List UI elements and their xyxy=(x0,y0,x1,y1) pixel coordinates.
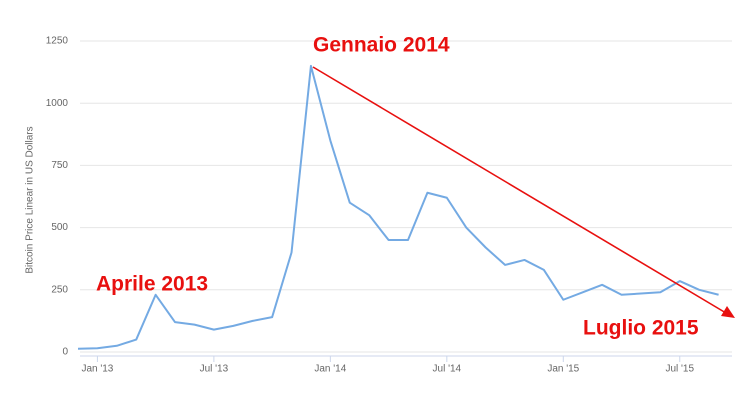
y-tick-label: 500 xyxy=(51,222,68,233)
x-tick-label: Jan '14 xyxy=(314,364,346,375)
trend-arrow xyxy=(312,66,727,314)
x-tick-label: Jul '15 xyxy=(665,364,694,375)
annotation: Luglio 2015 xyxy=(583,317,699,340)
x-tick-label: Jan '13 xyxy=(81,364,113,375)
y-tick-label: 250 xyxy=(51,284,68,295)
annotation: Gennaio 2014 xyxy=(313,34,450,57)
x-tick-label: Jan '15 xyxy=(547,364,579,375)
y-axis-label: Bitcoin Price Linear in US Dollars xyxy=(25,126,36,273)
y-tick-label: 1000 xyxy=(46,98,69,109)
y-tick-label: 1250 xyxy=(46,36,69,47)
arrow-head xyxy=(721,306,735,318)
annotation: Aprile 2013 xyxy=(96,273,208,296)
x-tick-label: Jul '14 xyxy=(433,364,462,375)
x-tick-label: Jul '13 xyxy=(200,364,229,375)
y-tick-label: 0 xyxy=(62,347,68,358)
y-tick-label: 750 xyxy=(51,160,68,171)
price-line xyxy=(77,64,719,350)
